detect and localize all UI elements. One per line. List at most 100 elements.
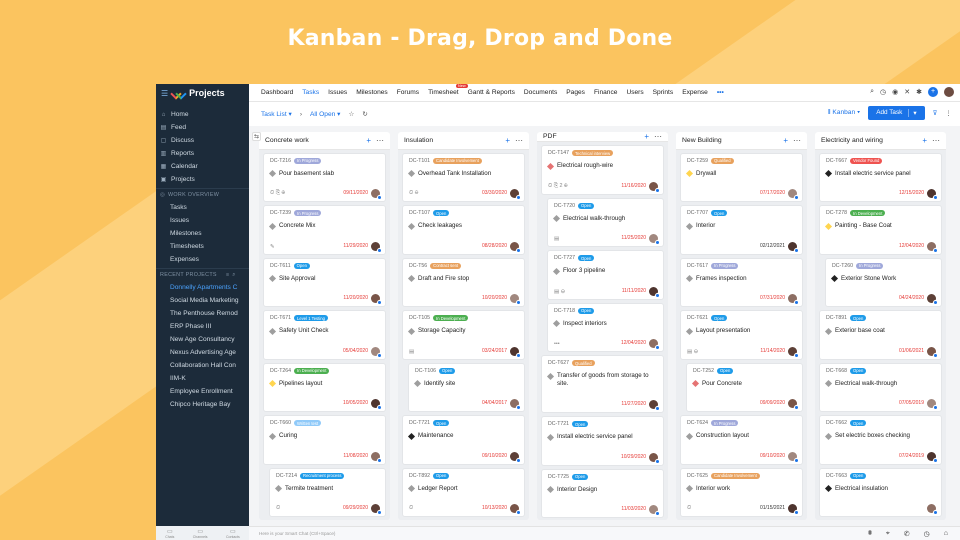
assignee-avatar[interactable] bbox=[649, 234, 660, 245]
task-card[interactable]: DC-T239 In Progress Concrete Mix ✎ 11/29/202… bbox=[264, 206, 385, 254]
more-options-icon[interactable]: ⋮ bbox=[945, 110, 952, 117]
recent-project-item[interactable]: Employee Enrollment bbox=[170, 388, 233, 395]
task-card[interactable]: DC-T107 Open Check leakages 08/28/2020 bbox=[403, 206, 524, 254]
sidebar-item-home[interactable]: ⌂ Home bbox=[156, 108, 249, 121]
task-card[interactable]: DC-T725 Open Interior Design 11/03/2020 bbox=[542, 469, 663, 517]
refresh-icon[interactable]: ↻ bbox=[362, 111, 368, 118]
column-menu-icon[interactable]: ⋯ bbox=[654, 132, 662, 141]
assignee-avatar[interactable] bbox=[510, 504, 521, 515]
assignee-avatar[interactable] bbox=[927, 504, 938, 515]
column-menu-icon[interactable]: ⋯ bbox=[793, 135, 801, 145]
assignee-avatar[interactable] bbox=[788, 504, 799, 515]
view-dropdown[interactable]: ⫴ Kanban ▾ bbox=[827, 109, 861, 116]
task-card[interactable]: DC-T663 Open Electrical insulation bbox=[820, 468, 941, 516]
sidebar-item-reports[interactable]: ▥ Reports bbox=[156, 147, 249, 160]
assignee-avatar[interactable] bbox=[510, 241, 521, 253]
work-item-milestones[interactable]: Milestones bbox=[170, 230, 202, 237]
task-card[interactable]: DC-T660 Written test Curing 11/08/2020 bbox=[264, 416, 385, 464]
filter-dropdown[interactable]: All Open ▾ bbox=[310, 111, 341, 118]
recent-project-item[interactable]: Social Media Marketing bbox=[170, 297, 239, 304]
notification-icon[interactable]: ◉ bbox=[892, 89, 899, 96]
sidebar-item-projects[interactable]: ▣ Projects bbox=[156, 173, 249, 186]
assignee-avatar[interactable] bbox=[649, 181, 660, 193]
assignee-avatar[interactable] bbox=[649, 400, 660, 411]
task-card[interactable]: DC-T617 In Progress Frames inspection 07/31… bbox=[681, 258, 802, 306]
task-card[interactable]: DC-T718 Open Inspect interiors ••• 12/04/202… bbox=[548, 303, 663, 351]
assignee-avatar[interactable] bbox=[371, 294, 382, 305]
add-card-icon[interactable]: + bbox=[505, 135, 510, 145]
recent-project-item[interactable]: ERP Phase III bbox=[170, 323, 212, 330]
assignee-avatar[interactable] bbox=[927, 451, 938, 463]
tab-gantt-reports[interactable]: Gantt & Reports bbox=[467, 89, 515, 96]
search-icon[interactable]: ⌕ bbox=[870, 88, 875, 95]
add-card-icon[interactable]: + bbox=[783, 135, 788, 145]
timer-icon[interactable]: ◷ bbox=[880, 89, 887, 96]
task-card[interactable]: DC-T259 Qualified Drywall 07/17/2020 bbox=[681, 153, 802, 201]
sidebar-item-calendar[interactable]: ▦ Calendar bbox=[156, 160, 249, 173]
assignee-avatar[interactable] bbox=[788, 189, 799, 200]
assignee-avatar[interactable] bbox=[649, 339, 660, 350]
task-card[interactable]: DC-T625 Candidate Involvement Interior wor… bbox=[681, 468, 802, 516]
add-card-icon[interactable]: + bbox=[644, 132, 649, 141]
work-item-tasks[interactable]: Tasks bbox=[170, 204, 187, 211]
assignee-avatar[interactable] bbox=[371, 504, 382, 515]
column-menu-icon[interactable]: ⋯ bbox=[932, 135, 940, 145]
assignee-avatar[interactable] bbox=[371, 346, 382, 358]
filter-icon[interactable]: ⊽ bbox=[932, 110, 938, 117]
favorite-icon[interactable]: ☆ bbox=[348, 111, 355, 118]
settings-icon[interactable]: ✕ bbox=[904, 89, 911, 96]
task-card[interactable]: DC-T727 Open Floor 3 pipeline ▤ ⊖ 11/11/2020 bbox=[548, 251, 663, 299]
footer-chats[interactable]: ▭ Chats bbox=[165, 528, 175, 539]
more-tabs-icon[interactable]: ••• bbox=[716, 89, 724, 96]
assignee-avatar[interactable] bbox=[510, 399, 521, 410]
footer-contacts[interactable]: ▭ Contacts bbox=[225, 528, 240, 539]
user-avatar[interactable] bbox=[944, 87, 954, 97]
tab-pages[interactable]: Pages bbox=[566, 89, 585, 96]
assignee-avatar[interactable] bbox=[788, 399, 799, 410]
task-card[interactable]: DC-T624 In Progress Construction layout 09/… bbox=[681, 416, 802, 464]
work-item-timesheets[interactable]: Timesheets bbox=[170, 243, 204, 250]
task-card[interactable]: DC-T101 Candidate Involvement Overhead Tan… bbox=[403, 153, 524, 201]
sidebar-item-feed[interactable]: ▤ Feed bbox=[156, 121, 249, 134]
task-card[interactable]: DC-T627 Qualified Transfer of goods from s… bbox=[542, 356, 663, 412]
task-card[interactable]: DC-T216 In Progress Pour basement slab ⏲ ⎘ … bbox=[264, 153, 385, 201]
work-item-expenses[interactable]: Expenses bbox=[170, 256, 199, 263]
task-card[interactable]: DC-T621 Open Layout presentation ▤ ⊖ 11/14/2… bbox=[681, 311, 802, 359]
recent-project-item[interactable]: Collaboration Hall Con bbox=[170, 362, 236, 369]
task-card[interactable]: DC-T260 In Progress Exterior Stone Work 04/… bbox=[826, 258, 941, 306]
task-card[interactable]: DC-T278 In Development Painting - Base Coa… bbox=[820, 206, 941, 254]
task-card[interactable]: DC-T662 Open Set electric boxes checking 07… bbox=[820, 416, 941, 464]
task-card[interactable]: DC-T721 Open Maintenance 09/10/2020 bbox=[403, 416, 524, 464]
tab-issues[interactable]: Issues bbox=[328, 89, 348, 96]
assignee-avatar[interactable] bbox=[510, 346, 521, 358]
assignee-avatar[interactable] bbox=[788, 294, 799, 305]
location-icon[interactable]: ⌖ bbox=[885, 530, 890, 537]
assignee-avatar[interactable] bbox=[927, 189, 938, 200]
assignee-avatar[interactable] bbox=[649, 286, 660, 298]
task-card[interactable]: DC-T264 In Development Pipelines layout 10/… bbox=[264, 363, 385, 411]
time-icon[interactable]: ◷ bbox=[923, 531, 930, 538]
assignee-avatar[interactable] bbox=[371, 399, 382, 410]
assignee-avatar[interactable] bbox=[788, 451, 799, 463]
recent-project-item[interactable]: The Penthouse Remod bbox=[170, 310, 238, 317]
task-card[interactable]: DC-T106 Open Identify site 04/04/2017 bbox=[409, 363, 524, 411]
recent-project-item[interactable]: Donnelly Apartments C bbox=[170, 284, 238, 291]
add-task-button[interactable]: Add Task ▾ bbox=[868, 106, 925, 120]
assignee-avatar[interactable] bbox=[927, 294, 938, 305]
assignee-avatar[interactable] bbox=[927, 241, 938, 253]
task-card[interactable]: DC-T56 Contract sent Draft and Fire stop 10… bbox=[403, 258, 524, 306]
task-card[interactable]: DC-T721 Open Install electric service pane… bbox=[542, 417, 663, 465]
task-card[interactable]: DC-T892 Open Ledger Report ⏲ 10/13/2020 bbox=[403, 468, 524, 516]
assignee-avatar[interactable] bbox=[927, 399, 938, 410]
task-card[interactable]: DC-T214 Recruitment process Termite treatm… bbox=[270, 468, 385, 516]
tab-forums[interactable]: Forums bbox=[396, 89, 420, 96]
translate-icon[interactable]: ⩩ bbox=[868, 530, 872, 537]
task-list-dropdown[interactable]: Task List ▾ bbox=[261, 111, 292, 118]
filter-icon[interactable]: ≡ bbox=[225, 272, 230, 278]
quick-add-icon[interactable]: + bbox=[928, 87, 938, 97]
task-card[interactable]: DC-T611 Open Site Approval 11/20/2020 bbox=[264, 258, 385, 306]
assignee-avatar[interactable] bbox=[510, 451, 521, 463]
task-card[interactable]: DC-T671 Level 1 Testing Safety Unit Check 0… bbox=[264, 311, 385, 359]
tab-timesheet[interactable]: Timesheet New bbox=[428, 84, 468, 96]
recent-project-item[interactable]: New Age Consultancy bbox=[170, 336, 235, 343]
